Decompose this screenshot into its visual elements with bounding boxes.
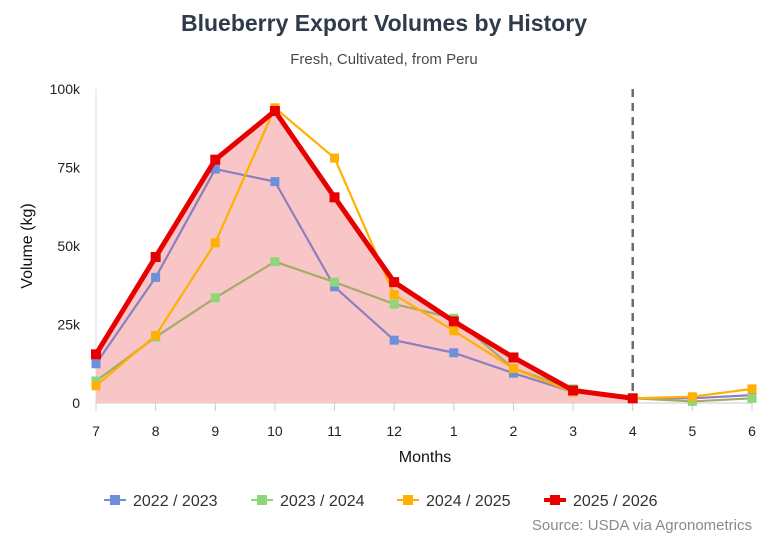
data-point <box>568 385 579 396</box>
data-point <box>91 381 101 391</box>
data-point <box>91 359 101 369</box>
legend-marker <box>550 495 560 505</box>
x-tick-label: 8 <box>152 423 160 439</box>
chart-title: Blueberry Export Volumes by History <box>181 10 587 36</box>
data-point <box>449 348 459 358</box>
data-point <box>210 154 221 165</box>
x-tick-label: 4 <box>629 423 637 439</box>
source-credit: Source: USDA via Agronometrics <box>532 517 752 534</box>
legend-item: 2024 / 2025 <box>397 493 511 510</box>
legend-label: 2023 / 2024 <box>280 493 365 510</box>
data-point <box>150 251 161 262</box>
data-point <box>687 396 697 406</box>
x-tick-label: 3 <box>569 423 577 439</box>
data-point <box>269 105 280 116</box>
data-point <box>687 392 697 402</box>
data-point <box>389 290 399 300</box>
data-point <box>210 238 220 248</box>
legend: 2022 / 2023 2023 / 2024 2024 / 2025 2025 / … <box>104 493 658 510</box>
legend-item: 2023 / 2024 <box>251 493 365 510</box>
chart-subtitle: Fresh, Cultivated, from Peru <box>290 51 478 68</box>
data-point <box>389 335 399 345</box>
data-point <box>270 177 280 187</box>
legend-label: 2025 / 2026 <box>573 493 658 510</box>
legend-marker <box>110 495 120 505</box>
data-point <box>449 326 459 336</box>
data-point <box>151 272 161 282</box>
data-point <box>747 384 757 394</box>
x-tick-label: 11 <box>327 423 342 439</box>
legend-marker <box>257 495 267 505</box>
data-point <box>151 330 161 340</box>
data-point <box>210 164 220 174</box>
data-point <box>627 393 638 404</box>
legend-marker <box>403 495 413 505</box>
x-tick-label: 1 <box>450 423 458 439</box>
y-tick-label: 100k <box>50 81 81 97</box>
y-tick-label: 25k <box>57 317 81 333</box>
y-tick-label: 75k <box>57 160 81 176</box>
x-axis-title: Months <box>399 449 451 466</box>
y-tick-label: 0 <box>72 395 80 411</box>
highlight-area <box>96 110 633 403</box>
x-tick-label: 9 <box>211 423 219 439</box>
x-tick-label: 6 <box>748 423 756 439</box>
data-point <box>389 299 399 309</box>
data-point <box>330 282 340 292</box>
data-point <box>330 153 340 163</box>
data-point <box>389 277 400 288</box>
series-line <box>93 108 634 401</box>
x-tick-label: 10 <box>267 423 283 439</box>
data-point <box>448 316 459 327</box>
data-point <box>330 277 340 287</box>
data-point <box>747 393 757 403</box>
x-tick-label: 7 <box>92 423 100 439</box>
data-point <box>508 368 518 378</box>
legend-item: 2022 / 2023 <box>104 493 218 510</box>
legend-label: 2022 / 2023 <box>133 493 218 510</box>
legend-label: 2024 / 2025 <box>426 493 511 510</box>
data-point <box>270 257 280 267</box>
y-axis-title: Volume (kg) <box>19 203 36 288</box>
x-tick-label: 5 <box>688 423 696 439</box>
x-tick-label: 2 <box>510 423 518 439</box>
data-point <box>508 363 518 373</box>
data-point <box>210 293 220 303</box>
legend-item: 2025 / 2026 <box>544 493 658 510</box>
data-point <box>329 192 340 203</box>
series-line <box>95 106 753 400</box>
series-2025-2026 <box>91 105 638 404</box>
data-point <box>91 349 101 360</box>
data-point <box>508 352 519 363</box>
y-tick-label: 50k <box>57 238 81 254</box>
x-tick-label: 12 <box>386 423 402 439</box>
data-point <box>91 376 101 386</box>
